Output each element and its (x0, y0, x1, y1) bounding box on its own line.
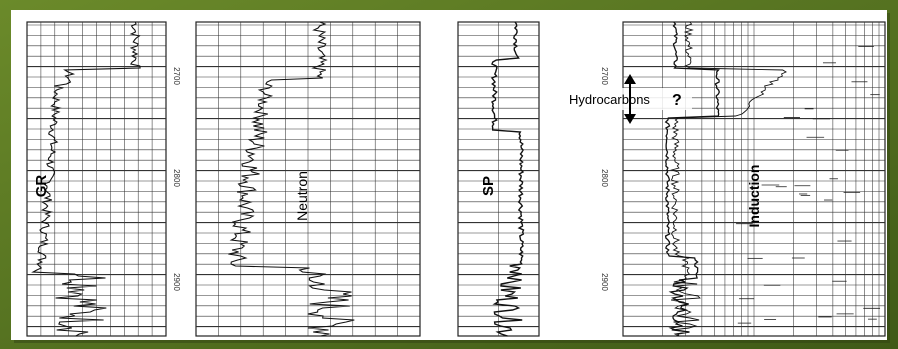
neutron-label: Neutron (294, 171, 310, 221)
grid-lines (196, 22, 420, 336)
hydrocarbons-label: Hydrocarbons (569, 92, 650, 107)
induction-label: Induction (746, 165, 762, 228)
depth-label-2900: 2900 (172, 273, 181, 291)
induction-shallow-curve (670, 21, 787, 337)
double-headed-arrow-icon (624, 74, 636, 124)
gr-track (26, 21, 167, 337)
depth-label-2800: 2800 (172, 169, 181, 187)
depth-scale-left: 2700 2800 2900 (172, 67, 181, 291)
sp-label: SP (480, 176, 497, 196)
gr-curve (31, 21, 141, 337)
depth-label-2800-right: 2800 (600, 169, 609, 187)
depth-scale-right: 2700 2800 2900 (600, 67, 609, 291)
grid-lines (27, 22, 166, 336)
neutron-curve (228, 21, 355, 337)
hydrocarbons-annotation: Hydrocarbons ? (568, 74, 692, 124)
sp-track (457, 21, 540, 337)
sp-curve (490, 21, 525, 337)
depth-label-2700: 2700 (172, 67, 181, 85)
gr-label: GR (33, 175, 50, 198)
question-mark: ? (672, 92, 682, 109)
depth-label-2900-right: 2900 (600, 273, 609, 291)
induction-track (622, 21, 886, 337)
grid-lines (622, 22, 885, 336)
neutron-track (195, 21, 421, 337)
depth-label-2700-right: 2700 (600, 67, 609, 85)
induction-deep-curve (664, 21, 720, 337)
